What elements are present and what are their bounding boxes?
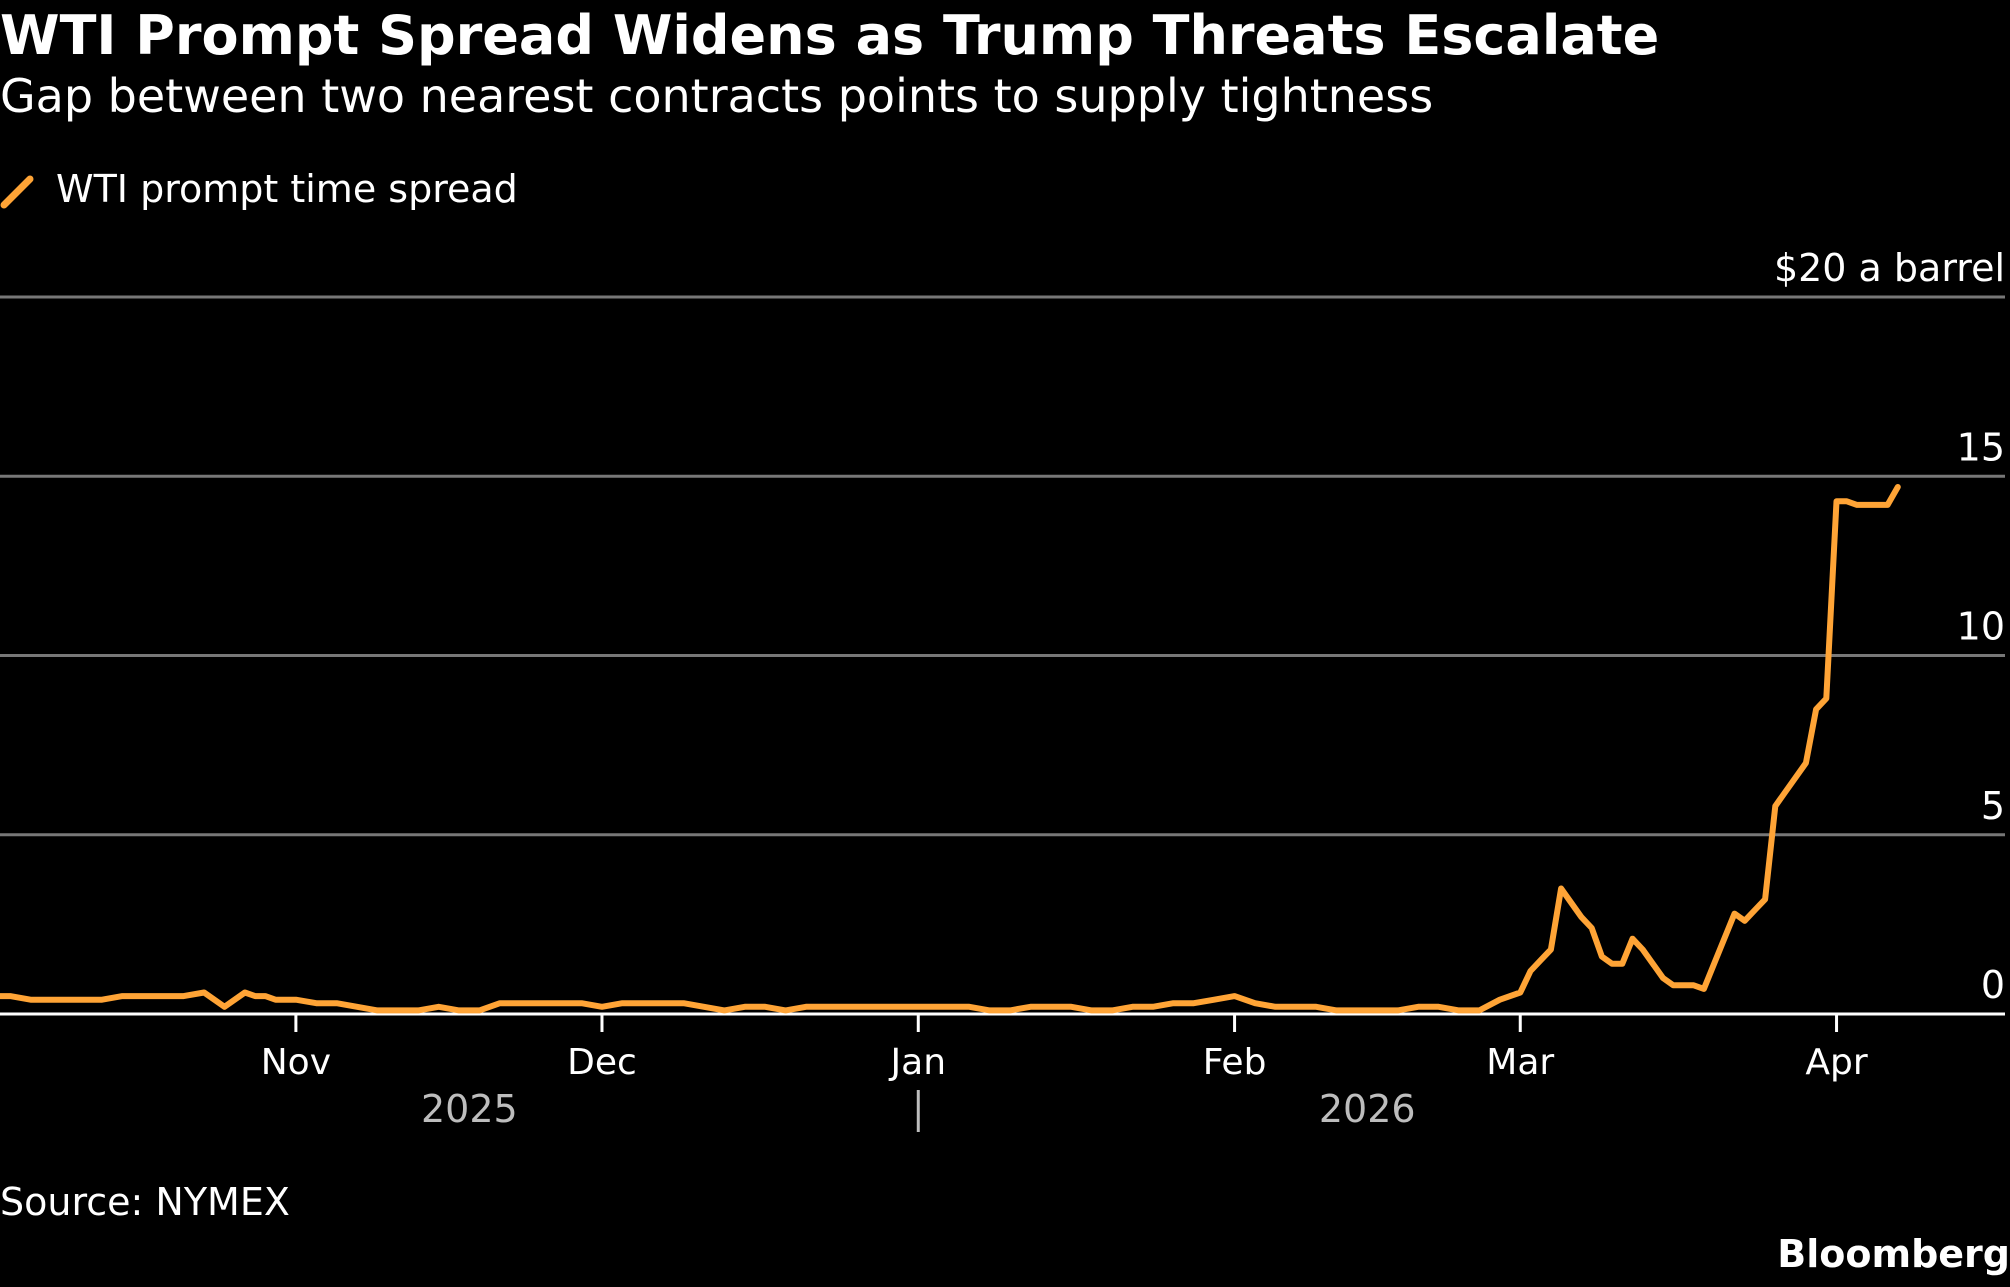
legend-label: WTI prompt time spread <box>56 167 518 211</box>
y-tick-label: 10 <box>1957 605 2005 649</box>
legend: WTI prompt time spread <box>0 162 518 216</box>
y-tick-label: 5 <box>1981 784 2005 828</box>
series-line <box>0 484 1901 1014</box>
y-tick-label: $20 a barrel <box>1774 246 2005 290</box>
x-year-label: 2025 <box>421 1087 518 1131</box>
x-tick-label: Nov <box>261 1042 331 1083</box>
x-tick-label: Feb <box>1203 1042 1267 1083</box>
x-tick-label: Mar <box>1486 1042 1554 1083</box>
x-year-label: 2026 <box>1319 1087 1416 1131</box>
x-tick-label: Dec <box>567 1042 637 1083</box>
bloomberg-logo: Bloomberg <box>1777 1232 2010 1276</box>
x-axis: Nov Dec Jan Feb Mar Apr 2025 2026 <box>0 1012 2005 1132</box>
chart-title: WTI Prompt Spread Widens as Trump Threat… <box>0 4 1660 67</box>
chart-subtitle: Gap between two nearest contracts points… <box>0 69 1434 123</box>
gridlines <box>0 295 2005 837</box>
x-tick-label: Jan <box>889 1042 947 1083</box>
source-note: Source: NYMEX <box>0 1180 290 1224</box>
y-tick-label: 0 <box>1981 963 2005 1007</box>
series-layer <box>0 484 1901 1014</box>
x-tick-label: Apr <box>1805 1042 1867 1083</box>
y-axis-tick-labels: $20 a barrel 15 10 5 0 <box>1774 246 2005 1007</box>
legend-line-swatch-icon <box>0 175 34 209</box>
y-tick-label: 15 <box>1957 425 2005 469</box>
line-chart: $20 a barrel 15 10 5 0 Nov Dec Jan Feb Mar Apr 202… <box>0 246 2005 1132</box>
